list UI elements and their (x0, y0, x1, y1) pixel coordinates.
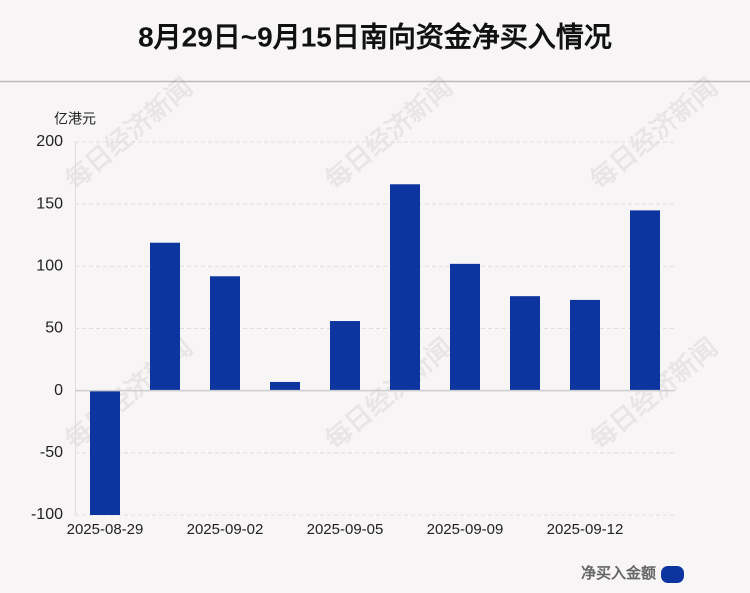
y-tick-label: 150 (36, 195, 63, 212)
x-tick-label: 2025-09-02 (187, 521, 264, 538)
y-tick-label: 200 (36, 133, 63, 150)
chart-title: 8月29日~9月15日南向资金净买入情况 (138, 20, 612, 52)
x-tick-label: 2025-09-09 (427, 521, 504, 538)
legend-label: 净买入金额 (581, 564, 656, 582)
bar (510, 296, 540, 391)
bar (630, 210, 660, 391)
bar (210, 276, 240, 391)
x-tick-label: 2025-08-29 (67, 521, 144, 538)
y-tick-label: -100 (31, 506, 63, 523)
bar (390, 184, 420, 391)
bar (450, 263, 480, 391)
x-tick-label: 2025-09-05 (307, 521, 384, 538)
y-tick-label: 50 (45, 320, 63, 337)
x-tick-label: 2025-09-12 (547, 521, 624, 538)
legend-swatch (661, 566, 684, 583)
y-tick-label: -50 (40, 444, 63, 461)
bar (90, 390, 120, 515)
y-tick-label: 0 (54, 382, 63, 399)
y-tick-label: 100 (36, 258, 63, 275)
bar (330, 321, 360, 391)
bar (570, 299, 600, 391)
bar (270, 381, 300, 391)
y-axis-label: 亿港元 (54, 111, 96, 127)
bar (150, 242, 180, 391)
